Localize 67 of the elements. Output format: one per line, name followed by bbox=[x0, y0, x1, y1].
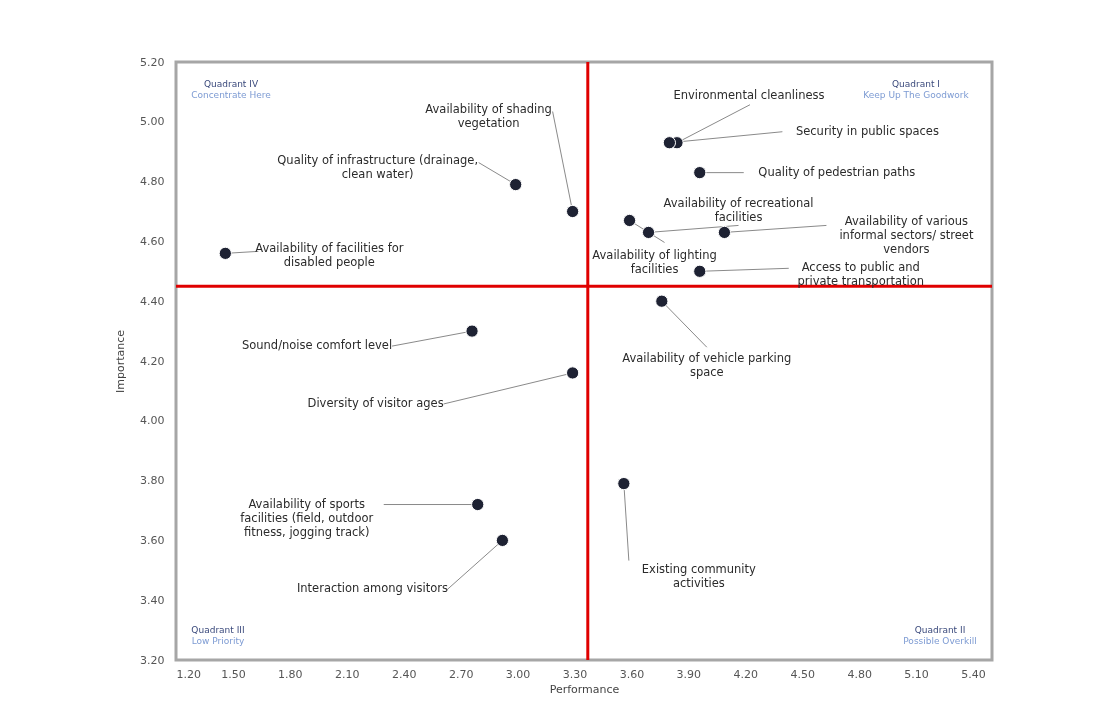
annotation: Availability of recreational facilities bbox=[663, 196, 814, 225]
y-tick-label: 4.80 bbox=[140, 175, 165, 189]
y-tick-label: 4.20 bbox=[140, 354, 165, 368]
point bbox=[218, 246, 232, 260]
annotation: Quadrant II bbox=[914, 625, 966, 635]
point bbox=[565, 366, 580, 380]
y-tick-label: 5.00 bbox=[140, 115, 165, 129]
annotation: Quadrant IV bbox=[203, 79, 259, 89]
x-tick-label: 1.80 bbox=[278, 667, 303, 681]
point bbox=[465, 324, 479, 338]
x-tick-label: 3.30 bbox=[562, 667, 588, 681]
annotation: Availability of various informal sectors/ street vendors bbox=[839, 214, 974, 257]
x-axis-title: Performance bbox=[549, 682, 620, 696]
x-tick-label: 3.00 bbox=[505, 667, 531, 681]
x-tick-label: 3.90 bbox=[676, 667, 702, 681]
y-tick-label: 3.20 bbox=[140, 653, 165, 667]
point bbox=[717, 225, 732, 240]
point bbox=[471, 497, 485, 512]
annotation: Security in public spaces bbox=[795, 123, 939, 138]
annotation: Availability of sports facilities (field, outdoor fitness, jogging track) bbox=[240, 496, 374, 539]
x-tick-label: 5.40 bbox=[961, 667, 986, 681]
annotation: Availability of shading vegetation bbox=[425, 101, 552, 130]
y-axis-title: Importance bbox=[114, 329, 128, 394]
annotation: Diversity of visitor ages bbox=[307, 395, 444, 410]
annotation: Sound/noise comfort level bbox=[241, 338, 393, 353]
x-tick-label: 1.20 bbox=[176, 667, 201, 681]
y-tick-label: 4.60 bbox=[140, 234, 165, 248]
point bbox=[693, 166, 707, 180]
y-tick-label: 4.40 bbox=[140, 294, 165, 308]
point bbox=[641, 225, 656, 240]
point bbox=[662, 136, 677, 150]
x-tick-label: 4.80 bbox=[847, 667, 872, 681]
annotation: Availability of facilities for disabled people bbox=[255, 241, 404, 270]
annotation: Environmental cleanliness bbox=[673, 87, 825, 102]
annotation: Keep Up The Goodwork bbox=[863, 90, 970, 100]
point bbox=[495, 533, 510, 548]
point bbox=[617, 476, 631, 491]
annotation: Low Priority bbox=[191, 636, 245, 646]
annotation: Availability of lighting facilities bbox=[592, 248, 717, 277]
annotation: Availability of vehicle parking space bbox=[622, 351, 792, 380]
x-tick-label: 2.40 bbox=[391, 667, 417, 681]
point bbox=[693, 264, 707, 278]
annotation: Quality of pedestrian paths bbox=[758, 164, 916, 179]
x-tick-label: 2.70 bbox=[448, 667, 474, 681]
annotation: Interaction among visitors bbox=[296, 581, 448, 596]
annotation: Existing community activities bbox=[641, 561, 757, 590]
annotation: Quadrant I bbox=[892, 79, 940, 89]
annotation: Quality of infrastructure (drainage, clean water) bbox=[277, 152, 479, 181]
x-tick-label: 2.10 bbox=[335, 667, 360, 681]
y-tick-label: 3.60 bbox=[140, 533, 165, 547]
point bbox=[565, 204, 580, 219]
annotation: Quadrant III bbox=[191, 625, 245, 635]
x-tick-label: 1.50 bbox=[221, 667, 246, 681]
annotation: Access to public and private transportation bbox=[797, 260, 925, 289]
point bbox=[509, 177, 523, 192]
point bbox=[622, 213, 637, 228]
annotation: Concentrate Here bbox=[191, 90, 272, 100]
x-tick-label: 4.50 bbox=[790, 667, 815, 681]
x-tick-label: 4.20 bbox=[733, 667, 759, 681]
point bbox=[655, 294, 669, 308]
x-tick-label: 3.60 bbox=[619, 667, 645, 681]
y-tick-label: 5.20 bbox=[140, 55, 165, 69]
annotation: Possible Overkill bbox=[903, 636, 977, 646]
x-tick-label: 5.10 bbox=[904, 667, 929, 681]
y-tick-label: 3.40 bbox=[140, 593, 165, 607]
y-tick-label: 3.80 bbox=[140, 474, 165, 488]
y-tick-label: 4.00 bbox=[140, 414, 165, 428]
